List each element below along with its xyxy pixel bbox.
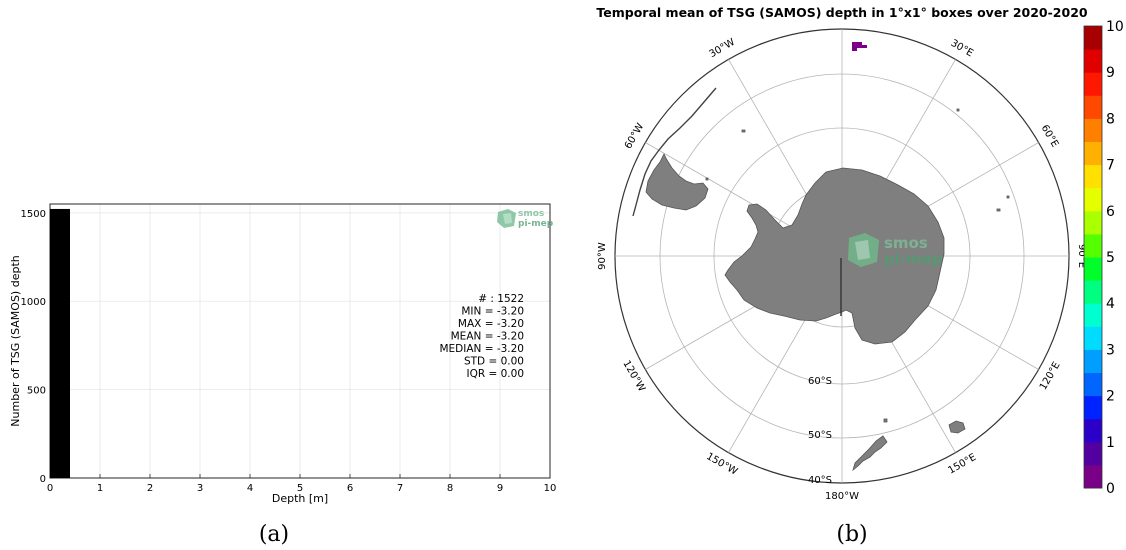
histogram-stat-line: STD = 0.00 [464,356,524,368]
logo-text-pi-mep: pi-mep [884,250,943,268]
histogram-x-tick-label: 8 [447,483,453,494]
south-america-coastline [632,87,717,217]
data-cell-cluster [852,42,867,51]
colorbar-swatch [1084,303,1102,327]
colorbar-swatch [1084,210,1102,235]
colorbar-swatch [1084,141,1102,166]
colorbar-tick-label: 8 [1106,111,1115,127]
histogram-x-tick-label: 10 [544,483,557,494]
colorbar-tick-label: 6 [1106,204,1115,220]
histogram-y-tick-label: 1500 [21,209,46,220]
panel-a-caption: (a) [259,522,289,547]
histogram-x-tick-label: 1 [97,483,103,494]
colorbar-swatch [1084,441,1102,466]
histogram-x-tick-label: 6 [347,483,353,494]
logo-text-smos: smos [518,209,544,219]
colorbar-swatch [1084,372,1102,397]
histogram-stat-line: MEAN = -3.20 [451,331,524,343]
colorbar-swatch [1084,418,1102,443]
histogram-stat-line: MEDIAN = -3.20 [439,343,524,355]
histogram-y-axis-label: Number of TSG (SAMOS) depth [9,255,22,426]
parallel-label: 40°S [808,475,832,486]
colorbar-swatch [1084,164,1102,189]
colorbar-swatch [1084,349,1102,373]
parallel-label: 50°S [808,430,832,441]
colorbar-swatch [1084,72,1102,96]
meridian-label: 90°W [597,242,608,270]
meridian-label: 60°E [1039,123,1061,149]
colorbar-swatch [1084,118,1102,142]
histogram-y-tick-label: 1000 [21,297,46,308]
histogram-y-tick-label: 0 [40,474,46,485]
new-zealand-south-island [852,435,888,472]
colorbar-swatch [1084,233,1102,258]
histogram-x-tick-label: 9 [497,483,503,494]
colorbar-swatch [1084,464,1102,489]
small-island [883,418,888,423]
logo-text-pi-mep: pi-mep [518,219,554,229]
parallel-label: 60°S [808,376,832,387]
colorbar [1083,25,1103,489]
histogram-y-tick-labels: 0 500 1000 1500 [21,209,46,485]
histogram-x-tick-label: 5 [297,483,303,494]
tasmania-island [948,420,966,434]
histogram-x-tick-label: 7 [397,483,403,494]
colorbar-tick-label: 1 [1106,435,1115,451]
panel-b-caption: (b) [836,522,867,547]
histogram-x-tick-label: 3 [197,483,203,494]
land-masses [632,87,1010,472]
histogram-bars [50,208,70,478]
colorbar-tick-label: 3 [1106,342,1115,358]
logo-text-smos: smos [884,234,928,252]
histogram-bar [50,208,70,478]
colorbar-swatch [1084,257,1102,281]
colorbar-swatch [1084,187,1102,212]
colorbar-swatch [1084,26,1102,50]
histogram-panel: 0 1 2 3 4 5 6 7 8 9 10 0 500 1000 1500 Depth [m] Numb… [9,203,557,547]
histogram-stat-line: MAX = -3.20 [458,318,524,330]
colorbar-tick-label: 0 [1106,481,1115,497]
small-island [996,208,1001,212]
colorbar-tick-labels: 0 1 2 3 4 5 6 7 8 9 10 [1106,19,1124,497]
antarctica-landmass [724,167,945,345]
polar-map-panel: Temporal mean of TSG (SAMOS) depth in 1°… [596,5,1123,547]
small-island [705,177,709,181]
histogram-x-tick-label: 4 [247,483,253,494]
colorbar-swatch [1084,49,1102,73]
small-island [956,108,960,112]
colorbar-swatch [1084,326,1102,350]
colorbar-tick-label: 2 [1106,389,1115,405]
colorbar-swatch [1084,395,1102,420]
small-island [741,129,746,133]
histogram-stat-line: # : 1522 [478,293,524,305]
colorbar-tick-label: 10 [1106,19,1124,35]
colorbar-tick-label: 9 [1106,65,1115,81]
histogram-x-tick-labels: 0 1 2 3 4 5 6 7 8 9 10 [47,483,557,494]
meridian-label: 180°W [825,491,859,502]
colorbar-swatch [1084,95,1102,119]
histogram-x-tick-label: 2 [147,483,153,494]
colorbar-frame [1083,25,1103,489]
smos-pi-mep-logo: smos pi-mep [497,209,554,229]
histogram-x-tick-label: 0 [47,483,53,494]
colorbar-tick-label: 4 [1106,296,1115,312]
colorbar-swatch [1084,280,1102,304]
meridian-label: 30°E [949,38,975,60]
histogram-stat-line: MIN = -3.20 [461,306,524,318]
histogram-stat-line: IQR = 0.00 [466,368,524,380]
smos-pi-mep-logo: smos pi-mep [848,233,943,268]
data-cells [852,42,867,51]
south-america-landmass [645,153,709,211]
histogram-y-tick-label: 500 [27,386,46,397]
small-island [1006,195,1010,199]
colorbar-tick-label: 5 [1106,250,1115,266]
map-title: Temporal mean of TSG (SAMOS) depth in 1°… [596,5,1087,20]
meridian-label: 90°E [1076,244,1087,268]
histogram-x-axis-label: Depth [m] [272,492,328,505]
colorbar-tick-label: 7 [1106,158,1115,174]
